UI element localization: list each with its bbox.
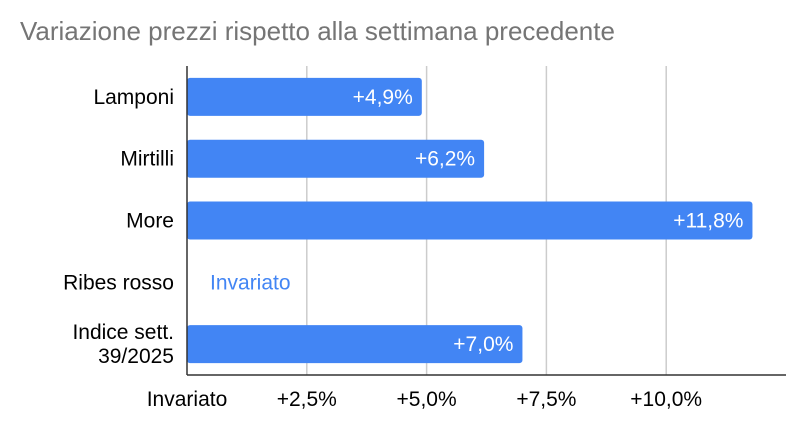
data-label: Invariato	[210, 271, 291, 294]
x-tick-label: +2,5%	[277, 388, 337, 411]
category-label: Mirtilli	[120, 148, 174, 171]
data-label: +7,0%	[453, 333, 513, 356]
category-label: More	[126, 210, 174, 233]
bar	[187, 77, 422, 116]
data-label: +6,2%	[415, 148, 475, 171]
data-label: +4,9%	[353, 86, 413, 109]
chart-title: Variazione prezzi rispetto alla settiman…	[20, 16, 615, 46]
bar	[187, 139, 485, 178]
x-tick-label: +5,0%	[397, 388, 457, 411]
x-tick-label: +7,5%	[516, 388, 576, 411]
category-label: Ribes rosso	[63, 271, 174, 294]
x-tick-label: +10,0%	[630, 388, 702, 411]
bars	[187, 77, 753, 364]
data-label: +11,8%	[673, 210, 743, 233]
x-tick-label: Invariato	[147, 388, 228, 411]
bar	[187, 325, 523, 364]
category-label: Indice sett. 39/2025	[72, 321, 174, 368]
labels: Invariato +2,5% +5,0% +7,5% +10,0% Lamponi +4,…	[63, 86, 743, 411]
bar	[187, 201, 753, 240]
axes	[186, 66, 786, 376]
category-label: Lamponi	[93, 86, 174, 109]
